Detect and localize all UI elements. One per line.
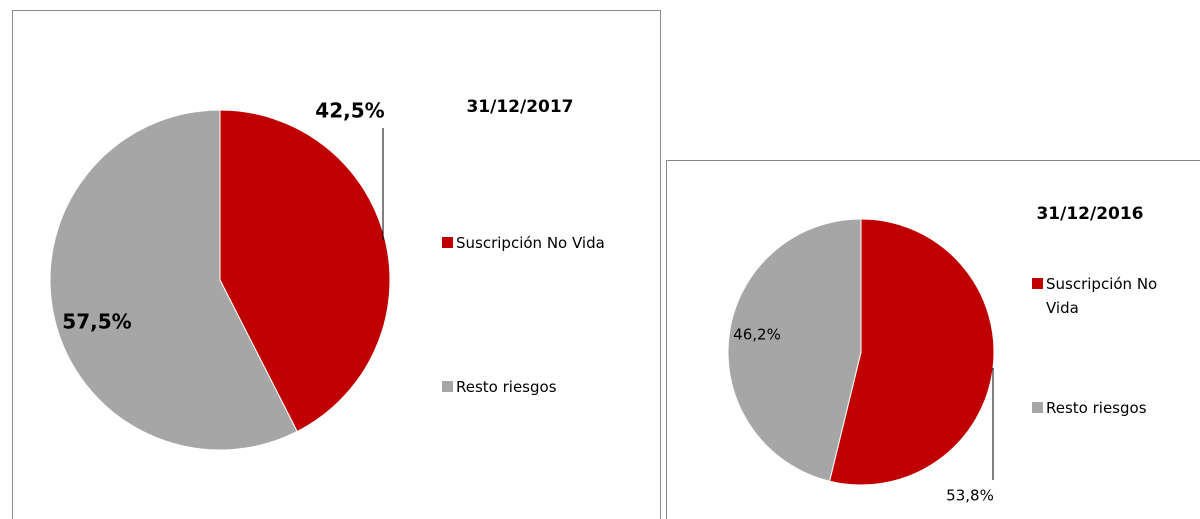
pie-slice [727,218,862,482]
legend-label: Resto riesgos [456,378,557,396]
chart-title: 31/12/2017 [466,97,573,117]
legend-entry: Resto riesgos [456,378,557,396]
data-label: 46,2% [733,326,781,344]
data-label: 42,5% [315,99,384,123]
data-label: 53,8% [946,487,994,505]
legend-label: Suscripción No Vida [456,234,605,252]
legend-swatch [442,237,453,248]
legend-swatch [442,381,453,392]
legend-label: Suscripción No Vida [1046,275,1158,317]
legend-entry: Suscripción No Vida [1046,275,1158,317]
chart-title: 31/12/2016 [1036,204,1143,224]
legend-entry: Resto riesgos [1046,399,1147,417]
pie-slice [219,109,391,433]
legend-entry: Suscripción No Vida [456,234,605,252]
legend-label: Resto riesgos [1046,399,1147,417]
pie-slice [828,218,995,486]
pie-slice [49,109,298,451]
legend-swatch [1032,402,1043,413]
legend-swatch [1032,278,1043,289]
data-label: 57,5% [62,310,131,334]
